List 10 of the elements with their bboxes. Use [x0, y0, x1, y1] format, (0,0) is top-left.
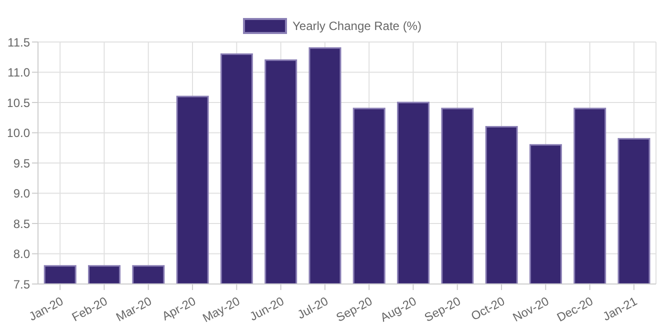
y-tick-label: 10.0	[6, 126, 30, 140]
y-tick-label: 9.0	[13, 186, 30, 201]
legend-label: Yearly Change Rate (%)	[292, 18, 422, 34]
y-tick-label: 11.5	[8, 35, 30, 50]
y-tick-label: 7.5	[13, 277, 30, 292]
y-tick-label: 8.5	[13, 216, 30, 231]
y-tick-label: 10.5	[6, 96, 30, 110]
y-tick-label: 8.0	[13, 247, 30, 262]
y-tick-label: 11.0	[8, 66, 30, 80]
y-tick-label: 9.5	[13, 156, 30, 170]
